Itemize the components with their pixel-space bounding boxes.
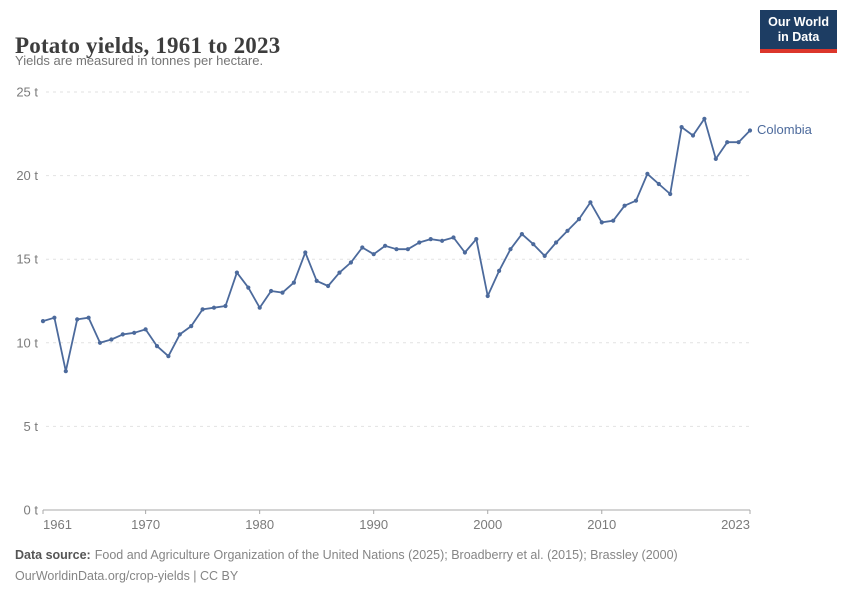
data-point[interactable]	[656, 181, 661, 187]
data-point[interactable]	[326, 283, 331, 289]
data-point[interactable]	[588, 200, 593, 205]
data-point[interactable]	[702, 116, 707, 121]
data-point[interactable]	[291, 280, 296, 285]
owid-logo[interactable]: Our World in Data	[760, 10, 837, 53]
data-point[interactable]	[269, 288, 274, 294]
data-point[interactable]	[508, 247, 513, 252]
data-point[interactable]	[440, 238, 445, 243]
data-point[interactable]	[143, 327, 148, 332]
data-point[interactable]	[383, 243, 388, 248]
data-point[interactable]	[360, 245, 365, 250]
data-point[interactable]	[451, 235, 456, 240]
data-point[interactable]	[576, 217, 582, 222]
data-point[interactable]	[394, 247, 399, 252]
footer-url-line[interactable]: OurWorldinData.org/crop-yields | CC BY	[15, 568, 239, 583]
data-point[interactable]	[200, 307, 205, 312]
data-point[interactable]	[565, 228, 570, 233]
data-point[interactable]	[348, 260, 353, 265]
data-point[interactable]	[736, 140, 741, 145]
data-point[interactable]	[485, 293, 490, 299]
data-point[interactable]	[166, 354, 171, 359]
y-tick-label: 5 t	[24, 419, 39, 434]
chart-subtitle: Yields are measured in tonnes per hectar…	[15, 53, 264, 68]
data-point[interactable]	[428, 237, 433, 242]
data-point[interactable]	[97, 340, 103, 345]
data-point[interactable]	[223, 303, 228, 309]
data-point[interactable]	[474, 237, 479, 242]
series-label-colombia[interactable]: Colombia	[757, 122, 812, 138]
data-point[interactable]	[713, 156, 718, 161]
data-point[interactable]	[314, 278, 319, 283]
data-point[interactable]	[542, 253, 547, 258]
chart-title: Potato yields, 1961 to 2023	[15, 33, 281, 59]
data-point[interactable]	[246, 285, 251, 290]
data-source-line: Data source: Food and Agriculture Organiz…	[15, 545, 678, 566]
data-point[interactable]	[554, 240, 559, 245]
data-source-label: Data source:	[15, 548, 91, 562]
x-tick-label: 2000	[473, 517, 502, 532]
data-point[interactable]	[668, 191, 673, 197]
data-point[interactable]	[280, 290, 285, 295]
data-point[interactable]	[462, 250, 467, 255]
y-tick-label: 15 t	[16, 252, 38, 267]
data-point[interactable]	[371, 252, 376, 257]
data-point[interactable]	[132, 330, 137, 335]
data-point[interactable]	[679, 125, 684, 130]
data-point[interactable]	[622, 203, 627, 208]
data-point[interactable]	[177, 332, 182, 337]
y-tick-label: 10 t	[16, 335, 38, 350]
data-point[interactable]	[120, 332, 125, 337]
data-point[interactable]	[211, 305, 217, 310]
data-point[interactable]	[40, 319, 46, 324]
x-tick-label: 1970	[131, 517, 160, 532]
owid-logo-line1: Our World	[768, 15, 829, 29]
data-point[interactable]	[747, 128, 753, 133]
data-point[interactable]	[303, 250, 308, 255]
data-point[interactable]	[154, 344, 160, 349]
y-tick-label: 20 t	[16, 168, 38, 183]
data-point[interactable]	[725, 140, 730, 145]
x-tick-label: 2010	[587, 517, 616, 532]
data-point[interactable]	[417, 240, 422, 245]
data-point[interactable]	[189, 324, 194, 329]
owid-logo-line2: in Data	[777, 30, 820, 44]
data-point[interactable]	[86, 315, 91, 320]
data-point[interactable]	[405, 247, 410, 252]
data-point[interactable]	[52, 315, 57, 320]
x-tick-label: 2023	[721, 517, 750, 532]
data-point[interactable]	[599, 220, 604, 225]
data-point[interactable]	[257, 305, 262, 310]
data-point[interactable]	[109, 337, 114, 342]
y-tick-label: 25 t	[16, 85, 38, 100]
data-point[interactable]	[75, 317, 80, 322]
data-point[interactable]	[234, 270, 239, 275]
data-source-text: Food and Agriculture Organization of the…	[94, 548, 678, 562]
x-tick-label: 1980	[245, 517, 274, 532]
chart-footer: Data source: Food and Agriculture Organiz…	[15, 545, 678, 586]
data-point[interactable]	[633, 198, 639, 203]
data-point[interactable]	[63, 369, 68, 374]
data-point[interactable]	[337, 270, 342, 275]
data-point[interactable]	[611, 218, 616, 223]
y-tick-label: 0 t	[24, 503, 39, 518]
x-tick-label: 1961	[43, 517, 72, 532]
x-tick-label: 1990	[359, 517, 388, 532]
series-line	[42, 117, 751, 373]
data-point[interactable]	[690, 133, 696, 138]
data-point[interactable]	[497, 268, 502, 273]
data-point[interactable]	[531, 242, 536, 247]
data-point[interactable]	[519, 232, 525, 237]
data-point[interactable]	[645, 171, 650, 176]
